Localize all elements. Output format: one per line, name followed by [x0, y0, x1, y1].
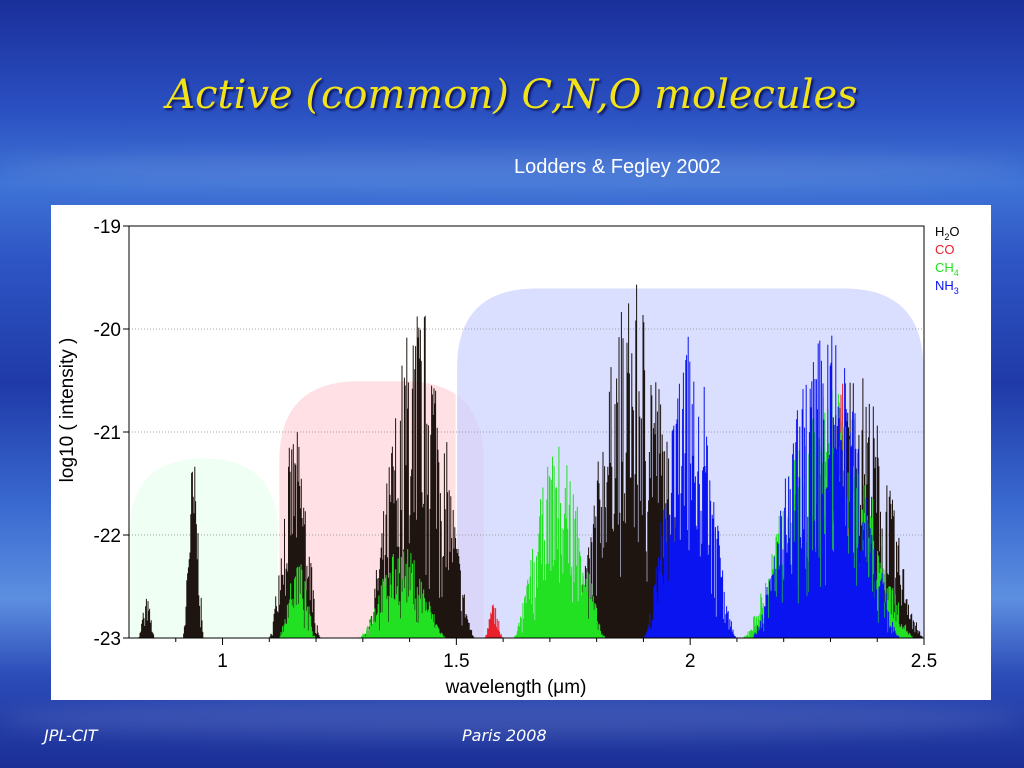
band-h2o [269, 432, 321, 638]
y-axis-label: log10 ( intensity ) [57, 338, 78, 483]
legend-ch4: CH4 [935, 260, 959, 278]
footer-left: JPL-CIT [44, 726, 98, 745]
highlight-region [128, 456, 280, 639]
band-nh3 [643, 336, 737, 638]
band-h2o [138, 598, 155, 638]
x-tick-label: 1 [217, 651, 228, 672]
slide-title: Active (common) C,N,O molecules [166, 72, 858, 118]
footer-center: Paris 2008 [462, 726, 547, 745]
citation-text: Lodders & Fegley 2002 [514, 156, 721, 178]
spectral-bands [138, 284, 925, 638]
band-nh3 [751, 335, 901, 638]
x-axis-label: wavelength (μm) [445, 677, 587, 698]
y-tick-label: -20 [94, 320, 121, 341]
band-ch4 [512, 446, 606, 638]
x-tick-label: 2.5 [911, 651, 937, 672]
y-tick-label: -22 [94, 526, 121, 547]
x-tick-label: 1.5 [443, 651, 469, 672]
band-co [484, 604, 504, 638]
legend-co: CO [935, 242, 955, 257]
x-tick-label: 2 [685, 651, 696, 672]
legend-h2o: H2O [935, 224, 960, 242]
y-tick-label: -21 [94, 423, 121, 444]
y-tick-label: -23 [94, 629, 121, 650]
band-h2o [183, 466, 205, 638]
legend-nh3: NH3 [935, 278, 959, 296]
y-tick-label: -19 [94, 217, 121, 238]
tick-labels: -23 -22 -21 -20 -19 1 1.5 2 2.5 [94, 217, 938, 672]
band-ch4 [278, 564, 316, 638]
band-ch4 [358, 549, 447, 638]
chart-panel: -23 -22 -21 -20 -19 1 1.5 2 2.5 H2O CO CH4 NH3 wave… [51, 205, 991, 700]
